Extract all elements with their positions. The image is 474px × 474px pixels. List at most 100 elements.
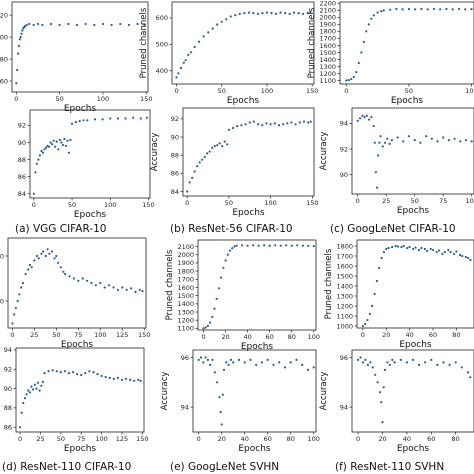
x-tick-label: 100 (104, 201, 116, 209)
data-point (223, 140, 226, 143)
data-point (396, 136, 399, 139)
data-point (232, 361, 235, 364)
y-tick-label: 84 (171, 188, 179, 196)
data-point (25, 23, 28, 27)
data-point (145, 116, 148, 119)
data-point (137, 378, 140, 381)
data-point (213, 371, 216, 374)
data-point (430, 137, 433, 140)
data-point (215, 297, 218, 300)
y-tick-label: 94 (340, 120, 348, 128)
data-point (177, 72, 180, 75)
caption-e: (e) GoogLeNet SVHN (170, 461, 279, 473)
data-point (362, 40, 365, 44)
data-point (16, 68, 19, 72)
data-point (466, 371, 469, 374)
data-point (76, 373, 79, 376)
data-point (228, 249, 232, 252)
data-point (67, 372, 71, 375)
data-point (57, 261, 60, 264)
data-point (30, 266, 33, 269)
data-point (15, 82, 18, 85)
data-point (43, 372, 46, 375)
data-point (237, 358, 241, 361)
data-point (301, 244, 304, 247)
data-point (81, 277, 84, 280)
data-point (112, 377, 115, 380)
data-point (38, 154, 42, 157)
y-tick-label: 400 (156, 67, 168, 75)
data-point (40, 252, 43, 255)
data-point (307, 244, 310, 247)
y-tick-label: 1500 (177, 292, 194, 300)
data-point (217, 287, 221, 290)
data-point (48, 145, 51, 148)
data-point (379, 135, 382, 138)
data-point (374, 373, 377, 376)
y-tick-label: 96 (340, 354, 348, 362)
subplot-resnet110-svhn-pruned: 0 20 40 60 80 1000 1100 1200 1300 1400 1500 1600 170… (324, 239, 474, 350)
data-point (36, 22, 40, 26)
x-tick-label: 150 (306, 199, 318, 207)
data-point (220, 276, 223, 279)
data-point (236, 125, 239, 128)
y-tick-label: 2200 (319, 0, 336, 8)
caption-d: (d) ResNet-110 CIFAR-10 (2, 461, 131, 473)
data-point (274, 12, 278, 15)
x-tick-label: 80 (287, 435, 295, 443)
data-point (51, 369, 54, 372)
data-point (470, 8, 473, 11)
data-point (363, 115, 366, 119)
y-tick-label: 2000 (0, 33, 8, 41)
data-point (82, 119, 85, 122)
data-point (396, 245, 399, 248)
x-tick-label: 50 (57, 435, 65, 443)
data-point (84, 372, 87, 375)
x-tick-label: 40 (406, 331, 414, 339)
data-point (395, 7, 398, 11)
x-tick-label: 100 (466, 197, 474, 205)
data-point (402, 244, 405, 248)
data-point (108, 284, 111, 287)
data-point (244, 123, 247, 126)
data-point (28, 263, 32, 267)
data-point (116, 117, 119, 120)
data-point (45, 146, 48, 149)
data-point (94, 284, 97, 287)
data-point (209, 321, 212, 324)
data-point (381, 421, 384, 424)
y-tick-label: 1800 (336, 242, 353, 250)
plot-frame (351, 349, 474, 433)
plot-frame (182, 107, 315, 197)
x-tick-label: 25 (36, 435, 44, 443)
data-point (14, 306, 17, 309)
data-point (186, 190, 189, 193)
data-point (455, 250, 458, 253)
data-point (366, 318, 369, 322)
data-point (216, 144, 219, 147)
data-point (413, 139, 416, 142)
y-axis-label: Accuracy (319, 372, 329, 411)
data-point (35, 254, 39, 258)
plot-frame (192, 349, 317, 433)
data-point (279, 244, 282, 247)
x-axis-label: Epochs (241, 342, 274, 352)
x-tick-label: 0 (185, 199, 189, 207)
y-tick-label: 90 (171, 133, 179, 141)
data-point (227, 128, 230, 131)
data-point (235, 244, 238, 247)
data-point (204, 326, 207, 329)
x-tick-label: 50 (218, 87, 226, 95)
y-tick-label: 86 (4, 423, 12, 431)
y-axis-label: Accuracy (319, 132, 329, 171)
data-point (302, 12, 305, 15)
data-point (425, 135, 428, 138)
data-point (367, 23, 370, 26)
data-point (279, 11, 282, 14)
data-point (193, 170, 196, 173)
y-tick-label: 1600 (319, 42, 336, 50)
y-tick-label: 92 (18, 122, 26, 130)
data-point (19, 36, 22, 39)
data-point (243, 12, 246, 15)
data-point (77, 279, 80, 282)
